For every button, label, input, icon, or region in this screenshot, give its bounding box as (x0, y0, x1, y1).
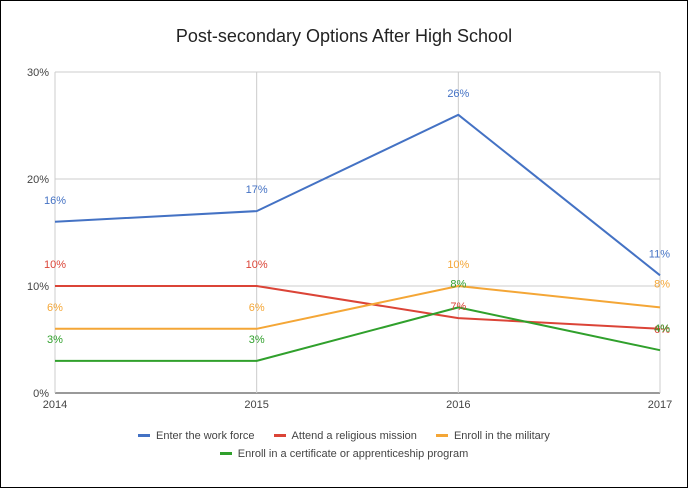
data-label: 7% (450, 301, 466, 313)
y-tick-label: 20% (27, 174, 49, 186)
legend-item-military: Enroll in the military (435, 430, 550, 442)
data-label: 16% (44, 195, 66, 207)
legend-row-2: Enroll in a certificate or apprenticeshi… (0, 448, 688, 460)
y-tick-label: 30% (27, 67, 49, 79)
data-label: 6% (654, 324, 670, 336)
data-label: 6% (47, 302, 63, 314)
series-line-0 (54, 113, 661, 277)
legend-label-religious-mission: Attend a religious mission (291, 430, 417, 442)
legend-swatch-apprenticeship (219, 451, 232, 455)
data-label: 8% (450, 278, 466, 290)
data-label: 11% (649, 248, 670, 260)
data-label: 17% (246, 184, 268, 196)
series-line-2 (55, 285, 661, 330)
y-tick-label: 10% (27, 281, 49, 293)
series-line-1 (55, 285, 661, 330)
data-label: 6% (249, 302, 265, 314)
data-label: 3% (249, 334, 265, 346)
x-tick-label: 2015 (244, 399, 268, 411)
legend-swatch-religious-mission (273, 433, 286, 437)
data-label: 8% (654, 278, 670, 290)
legend-label-work-force: Enter the work force (156, 430, 255, 442)
series-line-3 (55, 306, 661, 362)
legend-item-religious-mission: Attend a religious mission (273, 430, 417, 442)
legend-item-work-force: Enter the work force (138, 430, 254, 442)
data-label: 10% (447, 259, 469, 271)
data-label: 26% (447, 88, 469, 100)
legend-row-1: Enter the work force Attend a religious … (0, 430, 688, 442)
legend-swatch-work-force (138, 433, 151, 437)
legend-swatch-military (435, 433, 448, 437)
data-label: 10% (246, 259, 268, 271)
data-label: 10% (44, 259, 66, 271)
chart-title: Post-secondary Options After High School (175, 26, 513, 46)
legend-label-apprenticeship: Enroll in a certificate or apprenticeshi… (237, 448, 469, 460)
data-label: 4% (654, 323, 670, 335)
data-label: 3% (47, 334, 63, 346)
y-tick-label: 0% (33, 388, 49, 400)
legend-item-apprenticeship: Enroll in a certificate or apprenticeshi… (219, 448, 469, 460)
legend-label-military: Enroll in the military (453, 430, 550, 442)
x-tick-label: 2016 (446, 399, 470, 411)
x-tick-label: 2014 (43, 399, 67, 411)
x-tick-label: 2017 (648, 399, 672, 411)
